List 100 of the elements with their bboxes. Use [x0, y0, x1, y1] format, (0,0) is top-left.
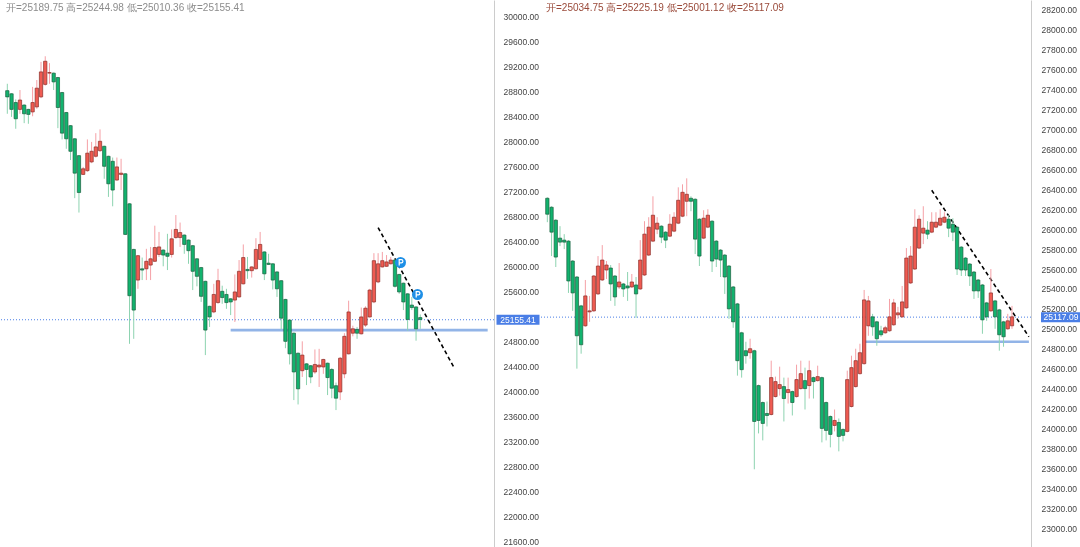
y-tick-label: 26600.00: [1041, 164, 1078, 175]
candlestick: [325, 362, 330, 396]
y-tick-label: 24800.00: [1041, 344, 1078, 355]
y-tick-label: 23200.00: [503, 437, 540, 448]
candlestick: [870, 313, 875, 337]
candlestick: [608, 264, 613, 302]
candlestick: [946, 214, 951, 238]
y-tick-label: 27800.00: [1041, 45, 1078, 56]
candlestick: [355, 326, 360, 340]
y-tick-label: 23400.00: [1041, 483, 1078, 494]
candlestick: [933, 211, 938, 229]
y-tick-label: 28200.00: [1041, 5, 1078, 16]
candlestick: [98, 128, 103, 153]
y-tick-label: 26000.00: [1041, 224, 1078, 235]
chart-title: 开=25189.75 高=25244.98 低=25010.36 收=25155.41: [6, 2, 245, 13]
candlestick: [308, 364, 313, 384]
candlestick: [262, 250, 267, 281]
candlestick: [748, 338, 753, 360]
candlestick: [790, 390, 795, 416]
y-tick-label: 28800.00: [503, 87, 540, 98]
y-tick-label: 27000.00: [1041, 125, 1078, 136]
y-tick-label: 24400.00: [503, 362, 540, 373]
y-tick-label: 26000.00: [503, 262, 540, 273]
y-tick-label: 24200.00: [1041, 404, 1078, 415]
y-tick-label: 29600.00: [503, 37, 540, 48]
candlestick: [182, 233, 187, 255]
candlestick: [5, 83, 10, 115]
candlestick: [764, 401, 769, 427]
ref-line-label: 25155.41: [500, 314, 536, 325]
candlestick: [874, 320, 879, 347]
y-tick-label: 26200.00: [1041, 204, 1078, 215]
y-tick-label: 25200.00: [1041, 304, 1078, 315]
y-tick-label: 24000.00: [1041, 423, 1078, 434]
candlestick: [178, 222, 183, 248]
candlestick: [684, 177, 689, 217]
candlestick: [253, 237, 258, 270]
candlestick: [17, 89, 22, 115]
candlestick: [781, 377, 786, 422]
y-tick-label: 27600.00: [503, 162, 540, 173]
candlestick: [794, 364, 799, 399]
candlestick: [617, 262, 622, 290]
y-tick-label: 26400.00: [1041, 184, 1078, 195]
y-tick-label: 22800.00: [503, 462, 540, 473]
candlestick: [359, 307, 364, 335]
y-tick-label: 23000.00: [1041, 523, 1078, 534]
candlestick: [701, 209, 706, 240]
y-tick-label: 27200.00: [503, 187, 540, 198]
candlestick: [304, 362, 309, 386]
y-tick-label: 27600.00: [1041, 65, 1078, 76]
y-tick-label: 25600.00: [1041, 264, 1078, 275]
y-tick-label: 24800.00: [503, 337, 540, 348]
candlestick: [270, 262, 275, 290]
ref-line-label: 25117.09: [1043, 312, 1079, 323]
candlestick: [634, 276, 639, 319]
candlestick: [102, 145, 107, 180]
candlestick: [165, 233, 170, 271]
y-tick-label: 25000.00: [1041, 324, 1078, 335]
y-tick-label: 26800.00: [1041, 144, 1078, 155]
y-tick-label: 26400.00: [503, 237, 540, 248]
y-tick-label: 25600.00: [503, 287, 540, 298]
y-tick-label: 22000.00: [503, 512, 540, 523]
y-tick-label: 23600.00: [503, 412, 540, 423]
y-tick-label: 29200.00: [503, 62, 540, 73]
candlestick: [85, 138, 90, 173]
y-tick-label: 24400.00: [1041, 384, 1078, 395]
candlestick: [47, 62, 52, 85]
y-tick-label: 24000.00: [503, 387, 540, 398]
y-tick-label: 26800.00: [503, 212, 540, 223]
chart-title: 开=25034.75 高=25225.19 低=25001.12 收=25117.09: [546, 2, 785, 13]
candlestick: [224, 288, 229, 310]
candlestick: [93, 132, 98, 159]
candlestick: [140, 257, 145, 281]
y-tick-label: 27200.00: [1041, 105, 1078, 116]
candlestick: [245, 256, 250, 280]
candlestick: [777, 366, 782, 397]
y-tick-label: 23600.00: [1041, 463, 1078, 474]
candlestick: [803, 367, 808, 410]
candlestick: [887, 298, 892, 333]
y-tick-label: 28000.00: [1041, 25, 1078, 36]
y-tick-label: 23200.00: [1041, 503, 1078, 514]
candlestick: [148, 246, 153, 281]
y-tick-label: 22400.00: [503, 487, 540, 498]
y-tick-label: 30000.00: [503, 12, 540, 23]
candlestick: [625, 271, 630, 302]
candlestick: [119, 158, 124, 191]
y-tick-label: 24600.00: [1041, 364, 1078, 375]
y-tick-label: 25800.00: [1041, 244, 1078, 255]
y-tick-label: 21600.00: [503, 537, 540, 547]
candlestick: [786, 377, 791, 405]
candlestick: [836, 417, 841, 452]
y-tick-label: 28400.00: [503, 112, 540, 123]
y-tick-label: 28000.00: [503, 137, 540, 148]
candlestick: [988, 268, 993, 313]
candlestick: [300, 340, 305, 378]
y-tick-label: 23800.00: [1041, 443, 1078, 454]
y-tick-label: 25400.00: [1041, 284, 1078, 295]
candlestick: [832, 409, 837, 432]
candlestick: [144, 248, 149, 281]
y-tick-label: 27400.00: [1041, 85, 1078, 96]
candlestick: [220, 285, 225, 305]
